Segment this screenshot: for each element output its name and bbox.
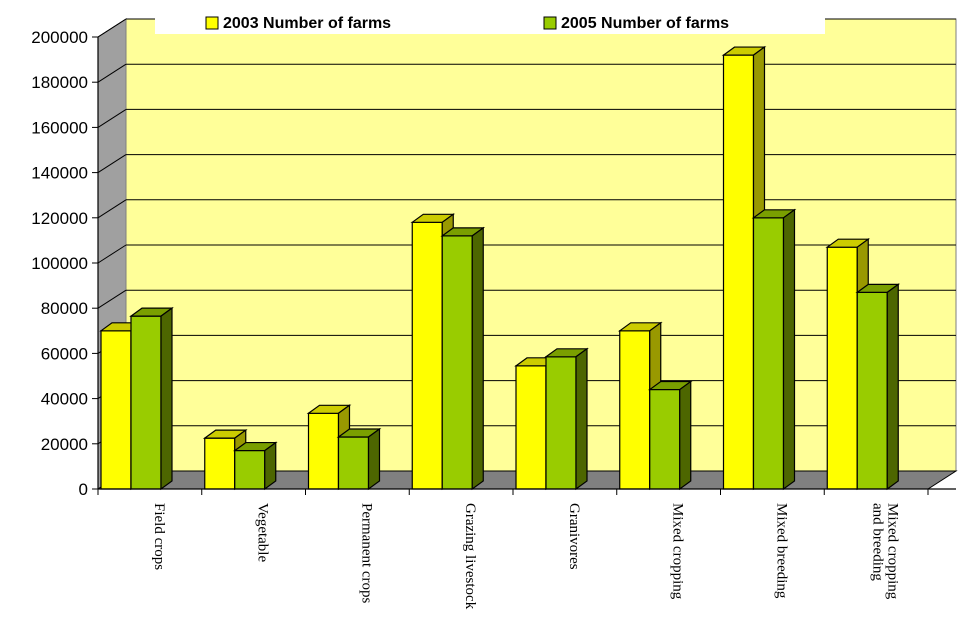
x-tick-label: Grazing livestock: [462, 503, 478, 610]
y-tick-label: 100000: [31, 254, 88, 273]
bar-2005-grazing-livestock: [440, 226, 486, 491]
gridline-depth: [97, 63, 127, 83]
y-tick-label: 200000: [31, 28, 88, 47]
bar-front: [826, 246, 858, 490]
bar-2005-mixed-breeding: [751, 208, 797, 491]
bar-side: [886, 283, 899, 491]
bar-front: [722, 54, 755, 490]
legend-label: 2003 Number of farms: [223, 15, 391, 32]
y-tick-label: 40000: [41, 390, 88, 409]
gridline-depth: [97, 199, 127, 219]
bar-front: [515, 365, 547, 490]
bar-side: [160, 306, 173, 491]
bar-front: [337, 436, 370, 490]
bar-side: [575, 347, 588, 491]
y-tick-labels: 0 20000 40000 60000 80000 100000 120000 140000 1…: [31, 28, 88, 499]
bar-front: [204, 437, 236, 490]
y-tick-label: 60000: [41, 344, 88, 363]
bar-front: [649, 388, 681, 490]
bar-side: [367, 427, 381, 491]
bar-front: [619, 330, 651, 490]
legend-box: [155, 6, 825, 34]
bar-2005-mixed-cropping: [647, 380, 693, 491]
bar-front: [441, 235, 473, 490]
x-tick-label: Vegetable: [255, 503, 271, 562]
bar-2005-mixed-cropping-and-breeding: [855, 283, 901, 491]
bar-2005-permanent-crops: [336, 427, 382, 491]
legend: 2003 Number of farms 2005 Number of farms: [155, 6, 825, 34]
y-tick-label: 120000: [31, 209, 88, 228]
x-tick-label: Field crops: [151, 503, 167, 570]
bar-front: [307, 412, 340, 490]
y-tick-label: 20000: [41, 435, 88, 454]
bar-2005-granivores: [544, 347, 589, 491]
x-tick-label: Mixed breeding: [773, 503, 789, 599]
y-tick-label: 80000: [41, 299, 88, 318]
bar-2005-vegetable: [232, 441, 278, 491]
gridline-depth: [97, 108, 127, 128]
x-tick-label: Granivores: [566, 503, 582, 570]
gridline-depth: [97, 289, 127, 309]
bar-side: [782, 208, 796, 491]
bar-front: [752, 217, 785, 490]
x-tick-labels: Field crops Vegetable Permanent crops Grazi…: [151, 503, 901, 610]
bar-front: [545, 356, 577, 490]
axes: [92, 36, 956, 495]
y-tick-label: 180000: [31, 73, 88, 92]
bar-side: [679, 380, 692, 491]
bars: [99, 45, 901, 491]
bar-2005-field-crops: [129, 306, 174, 491]
y-tick-label: 140000: [31, 164, 88, 183]
bar-front: [130, 315, 162, 490]
bar-front: [411, 221, 443, 490]
y-tick-label: 0: [79, 480, 88, 499]
gridline-depth: [97, 244, 127, 264]
x-tick-label: Mixed cropping: [885, 503, 901, 600]
legend-swatch: [205, 16, 219, 30]
x-tick-label: and breeding: [870, 503, 886, 581]
bar-side: [471, 226, 484, 491]
x-tick-label: Permanent crops: [358, 503, 374, 604]
gridline-depth: [97, 154, 127, 174]
gridline-depth: [97, 18, 127, 38]
bar-front: [856, 291, 888, 490]
bar-front: [234, 449, 266, 490]
bar-front: [100, 330, 132, 490]
y-tick-label: 160000: [31, 118, 88, 137]
bar-side: [264, 441, 277, 491]
legend-swatch: [543, 16, 557, 30]
legend-label: 2005 Number of farms: [561, 15, 729, 32]
x-tick-label: Mixed cropping: [670, 503, 686, 600]
